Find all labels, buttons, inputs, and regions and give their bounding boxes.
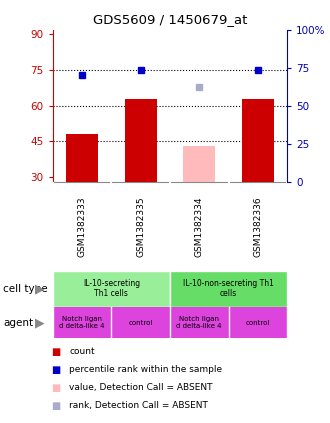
Text: cell type: cell type bbox=[3, 284, 48, 294]
Text: value, Detection Call = ABSENT: value, Detection Call = ABSENT bbox=[69, 383, 213, 392]
Text: ■: ■ bbox=[51, 365, 61, 375]
Text: GSM1382333: GSM1382333 bbox=[78, 196, 86, 257]
Text: GSM1382336: GSM1382336 bbox=[253, 196, 262, 257]
Text: ■: ■ bbox=[51, 382, 61, 393]
Text: ■: ■ bbox=[51, 346, 61, 357]
Text: percentile rank within the sample: percentile rank within the sample bbox=[69, 365, 222, 374]
Text: ■: ■ bbox=[51, 401, 61, 411]
Bar bbox=[242, 99, 274, 182]
Bar bbox=[228, 307, 287, 338]
Text: IL-10-secreting
Th1 cells: IL-10-secreting Th1 cells bbox=[83, 279, 140, 298]
Bar bbox=[66, 134, 98, 182]
Bar bbox=[53, 271, 170, 307]
Text: agent: agent bbox=[3, 318, 33, 327]
Bar bbox=[170, 307, 229, 338]
Bar bbox=[124, 99, 157, 182]
Text: rank, Detection Call = ABSENT: rank, Detection Call = ABSENT bbox=[69, 401, 208, 410]
Bar bbox=[170, 271, 287, 307]
Text: GSM1382335: GSM1382335 bbox=[136, 196, 145, 257]
Text: ▶: ▶ bbox=[35, 316, 45, 329]
Text: control: control bbox=[128, 319, 153, 326]
Bar bbox=[53, 307, 112, 338]
Text: count: count bbox=[69, 347, 95, 356]
Text: Notch ligan
d delta-like 4: Notch ligan d delta-like 4 bbox=[177, 316, 222, 329]
Text: IL-10-non-secreting Th1
cells: IL-10-non-secreting Th1 cells bbox=[183, 279, 274, 298]
Bar bbox=[183, 146, 215, 182]
Text: Notch ligan
d delta-like 4: Notch ligan d delta-like 4 bbox=[59, 316, 105, 329]
Text: ▶: ▶ bbox=[35, 282, 45, 295]
Text: GSM1382334: GSM1382334 bbox=[195, 196, 204, 257]
Text: control: control bbox=[246, 319, 270, 326]
Title: GDS5609 / 1450679_at: GDS5609 / 1450679_at bbox=[93, 13, 247, 26]
Bar bbox=[112, 307, 170, 338]
